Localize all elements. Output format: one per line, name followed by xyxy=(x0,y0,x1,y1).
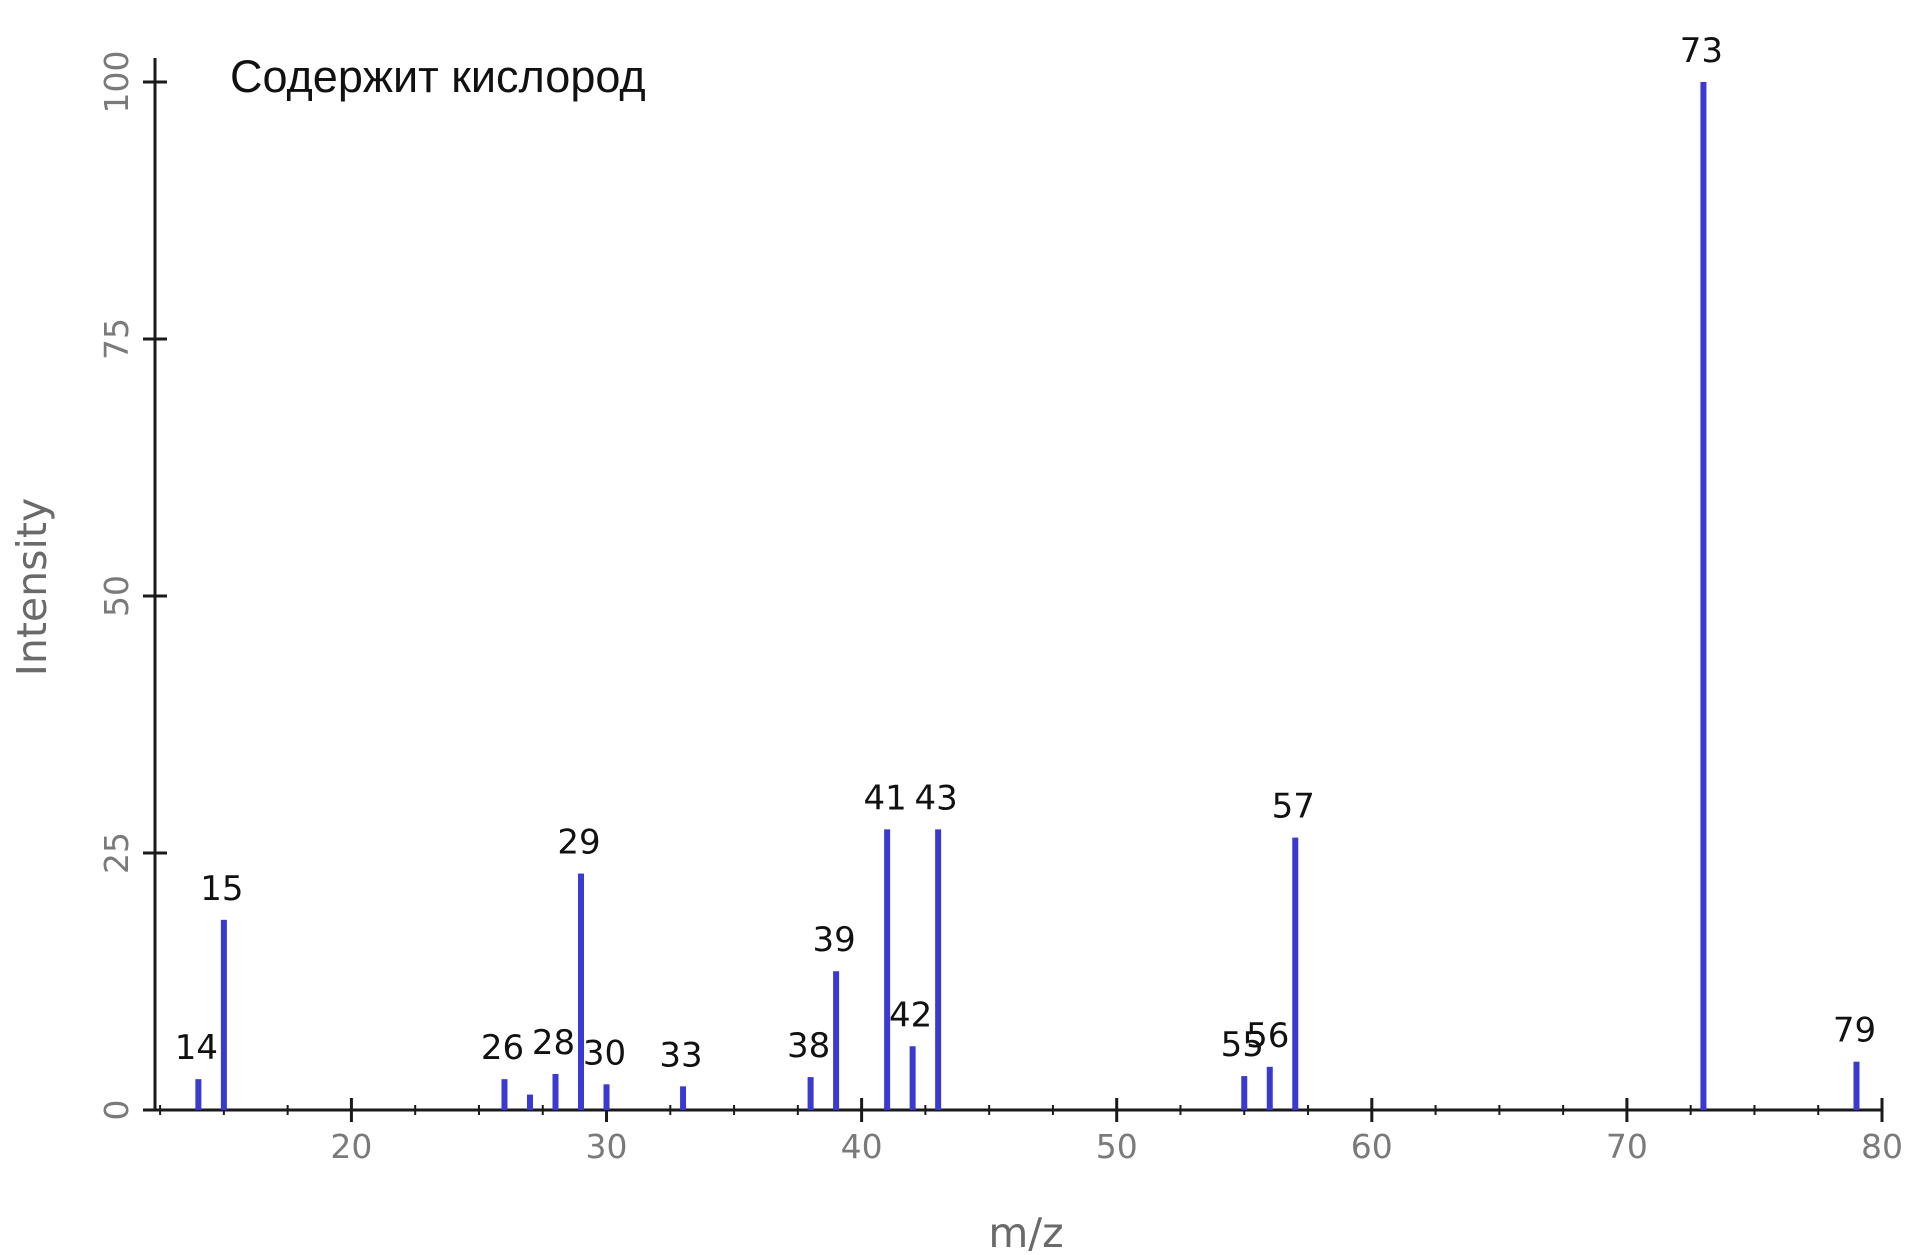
y-axis-label: Intensity xyxy=(8,498,56,676)
peak-label: 26 xyxy=(481,1028,524,1068)
spectrum-peak xyxy=(680,1086,687,1110)
spectrum-peak xyxy=(1266,1066,1273,1110)
x-tick-label: 60 xyxy=(1351,1127,1393,1166)
spectrum-peak xyxy=(1241,1076,1248,1110)
spectrum-peak xyxy=(884,829,891,1110)
spectrum-peak xyxy=(220,919,227,1110)
peak-label: 14 xyxy=(175,1028,218,1068)
x-tick-label: 30 xyxy=(586,1127,628,1166)
chart-annotation: Содержит кислород xyxy=(230,51,646,102)
peak-label: 30 xyxy=(583,1033,626,1073)
x-tick-label: 20 xyxy=(330,1127,372,1166)
x-tick-label: 70 xyxy=(1606,1127,1648,1166)
x-axis-label: m/z xyxy=(988,1209,1063,1255)
peak-label: 56 xyxy=(1246,1016,1289,1056)
peak-label: 42 xyxy=(889,995,932,1035)
peak-label: 39 xyxy=(812,920,855,960)
x-tick-label: 50 xyxy=(1096,1127,1138,1166)
peak-label: 29 xyxy=(557,823,600,863)
peak-label: 33 xyxy=(659,1035,702,1075)
spectrum-peak xyxy=(526,1094,533,1110)
peak-label: 73 xyxy=(1680,31,1723,71)
peak-label: 79 xyxy=(1833,1011,1876,1051)
spectrum-peak xyxy=(501,1079,508,1110)
spectrum-peak xyxy=(1292,837,1299,1110)
peak-label: 41 xyxy=(863,778,906,818)
y-tick-label: 25 xyxy=(97,832,136,874)
spectrum-peak xyxy=(833,971,840,1110)
peak-label: 15 xyxy=(200,869,243,909)
spectrum-peak xyxy=(1700,82,1707,1110)
plot-area: 0 25 50 75 100 20 30 40 50 60 70 80 14 15 26 28 29 30 33 38… xyxy=(97,31,1903,1166)
peak-label: 43 xyxy=(915,778,958,818)
spectrum-peak xyxy=(578,873,585,1110)
y-tick-label: 75 xyxy=(97,318,136,360)
spectrum-peak xyxy=(552,1074,559,1110)
x-tick-label: 80 xyxy=(1861,1127,1903,1166)
peak-label: 38 xyxy=(787,1026,830,1066)
y-tick-label: 0 xyxy=(97,1100,136,1121)
spectrum-peak xyxy=(909,1046,916,1110)
peak-label: 57 xyxy=(1272,787,1315,827)
peak-label: 55 xyxy=(1221,1025,1264,1065)
spectrum-peak xyxy=(195,1079,202,1110)
spectrum-peak xyxy=(807,1077,814,1110)
spectrum-peak xyxy=(935,829,942,1110)
x-tick-label: 40 xyxy=(841,1127,883,1166)
spectrum-peak xyxy=(1853,1061,1860,1110)
peak-label: 28 xyxy=(532,1023,575,1063)
spectrum-peak xyxy=(603,1084,610,1110)
y-tick-label: 100 xyxy=(97,51,136,114)
y-tick-label: 50 xyxy=(97,575,136,617)
